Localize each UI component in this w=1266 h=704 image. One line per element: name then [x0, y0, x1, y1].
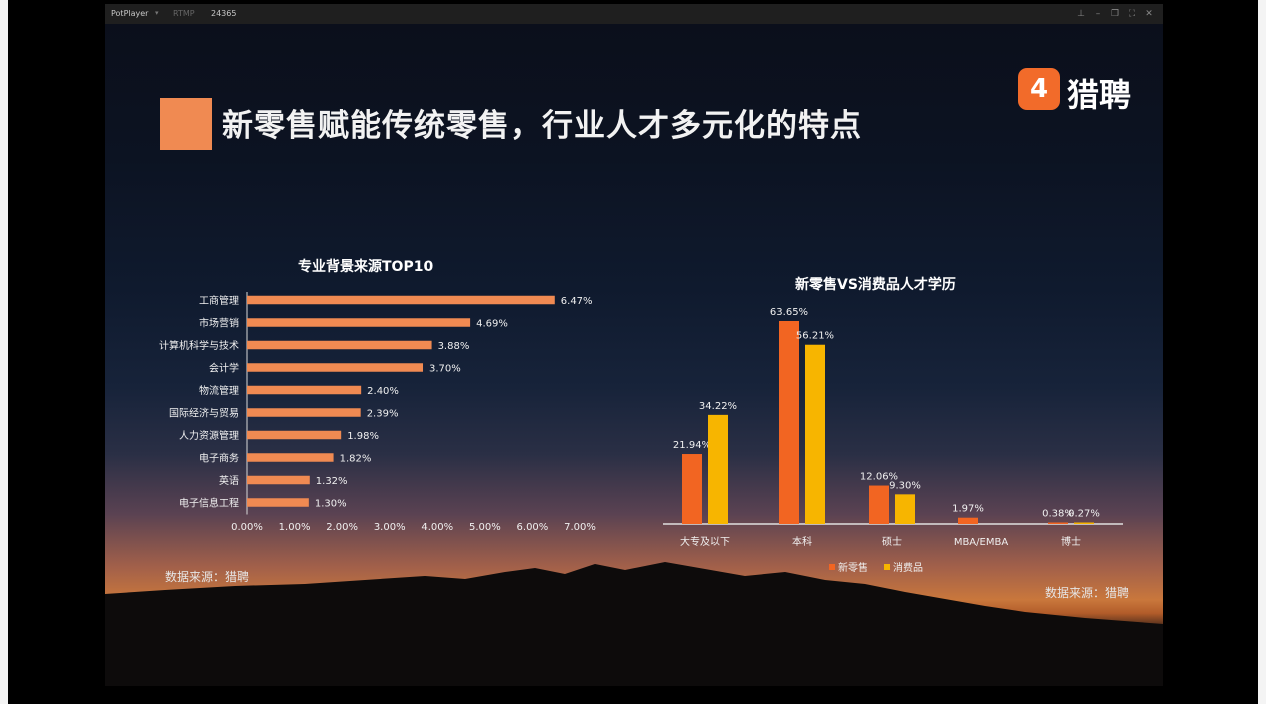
minimize-icon[interactable]: – — [1095, 9, 1101, 19]
bar-value-label: 4.69% — [476, 319, 508, 330]
bar-value-label: 1.32% — [316, 476, 348, 487]
category-label: 硕士 — [882, 535, 902, 548]
x-tick-label: 0.00% — [231, 522, 263, 533]
bar — [247, 430, 342, 440]
bar — [1048, 522, 1068, 524]
window-frame-left — [0, 0, 8, 704]
title-accent-square — [160, 98, 212, 150]
category-label: 国际经济与贸易 — [169, 407, 239, 420]
bar-value-label: 34.22% — [699, 401, 737, 412]
bar — [247, 385, 362, 395]
bar-value-label: 56.21% — [796, 331, 834, 342]
stream-id: 24365 — [211, 9, 237, 18]
category-label: 计算机科学与技术 — [159, 339, 239, 352]
window-frame-right — [1258, 0, 1266, 704]
chart-title: 专业背景来源TOP10 — [298, 258, 433, 275]
category-label: MBA/EMBA — [954, 537, 1009, 548]
right-data-source: 数据来源：猎聘 — [1045, 586, 1130, 600]
category-label: 大专及以下 — [680, 535, 730, 548]
bar — [708, 414, 728, 524]
stream-protocol: RTMP — [173, 9, 195, 18]
category-label: 本科 — [792, 535, 812, 548]
category-label: 博士 — [1061, 535, 1081, 548]
chart-education-comparison: 新零售VS消费品人才学历 21.94% 34.22% 大专及以下 63.65% 56.21… — [663, 276, 1123, 574]
restore-icon[interactable]: ❐ — [1110, 9, 1120, 19]
bar — [1074, 522, 1094, 524]
x-tick-label: 2.00% — [326, 522, 358, 533]
bar-value-label: 3.88% — [438, 341, 470, 352]
bar — [247, 498, 309, 507]
category-label: 会计学 — [209, 362, 239, 375]
player-titlebar: PotPlayer ▾ RTMP 24365 ⊥ – ❐ ⛶ ✕ — [105, 4, 1163, 24]
bar — [682, 454, 702, 524]
legend-swatch — [884, 564, 890, 570]
x-tick-label: 5.00% — [469, 522, 501, 533]
left-data-source: 数据来源：猎聘 — [165, 570, 250, 584]
x-tick-label: 1.00% — [279, 522, 311, 533]
bar-value-label: 9.30% — [889, 480, 921, 491]
bar — [247, 295, 555, 305]
chart-title: 新零售VS消费品人才学历 — [795, 276, 956, 293]
slide-title: 新零售赋能传统零售，行业人才多元化的特点 — [222, 108, 862, 144]
bar — [247, 408, 361, 417]
bar — [247, 475, 310, 485]
bar-value-label: 2.40% — [367, 386, 399, 397]
x-tick-label: 7.00% — [564, 522, 596, 533]
bar — [779, 321, 799, 524]
category-label: 工商管理 — [199, 294, 239, 307]
bar — [247, 453, 334, 462]
bar — [895, 494, 915, 524]
chevron-down-icon[interactable]: ▾ — [155, 9, 159, 17]
category-label: 人力资源管理 — [179, 429, 239, 442]
category-label: 市场营销 — [199, 317, 239, 330]
bar — [869, 485, 889, 524]
category-label: 物流管理 — [199, 384, 239, 397]
video-area[interactable]: 新零售赋能传统零售，行业人才多元化的特点 4 猎聘 专业背景来源TOP10 工商管… — [105, 24, 1163, 686]
bar-value-label: 12.06% — [860, 472, 898, 483]
chart-major-background: 专业背景来源TOP10 工商管理 6.47% 市场营销 4.69% 计算机科学与技术 3.8… — [159, 258, 596, 533]
bar-value-label: 2.39% — [367, 409, 399, 420]
bar-value-label: 1.30% — [315, 499, 347, 510]
category-label: 电子信息工程 — [179, 497, 239, 510]
x-tick-label: 3.00% — [374, 522, 406, 533]
bar-value-label: 6.47% — [561, 296, 593, 307]
bar-value-label: 0.27% — [1068, 509, 1100, 520]
bar — [247, 340, 432, 350]
bar-value-label: 63.65% — [770, 307, 808, 318]
app-menu-button[interactable]: PotPlayer — [111, 9, 149, 18]
category-label: 电子商务 — [199, 452, 239, 465]
mountain-silhouette — [105, 562, 1163, 686]
liepin-logo-icon: 4 — [1018, 68, 1060, 110]
bar — [247, 363, 424, 372]
fullscreen-icon[interactable]: ⛶ — [1128, 9, 1136, 19]
logo-text: 猎聘 — [1067, 76, 1132, 114]
bar-value-label: 0.38% — [1042, 509, 1074, 520]
x-tick-label: 6.00% — [517, 522, 549, 533]
bar-value-label: 3.70% — [429, 364, 461, 375]
legend-label: 消费品 — [893, 561, 923, 574]
bar-value-label: 1.98% — [347, 431, 379, 442]
pin-icon[interactable]: ⊥ — [1077, 9, 1085, 19]
bar — [958, 517, 978, 524]
close-icon[interactable]: ✕ — [1145, 9, 1153, 19]
bar-value-label: 1.82% — [340, 454, 372, 465]
bar — [247, 318, 471, 327]
legend-swatch — [829, 564, 835, 570]
legend-label: 新零售 — [838, 561, 868, 574]
x-tick-label: 4.00% — [421, 522, 453, 533]
bar-value-label: 21.94% — [673, 440, 711, 451]
bar — [805, 344, 825, 524]
category-label: 英语 — [219, 474, 239, 487]
bar-value-label: 1.97% — [952, 504, 984, 515]
